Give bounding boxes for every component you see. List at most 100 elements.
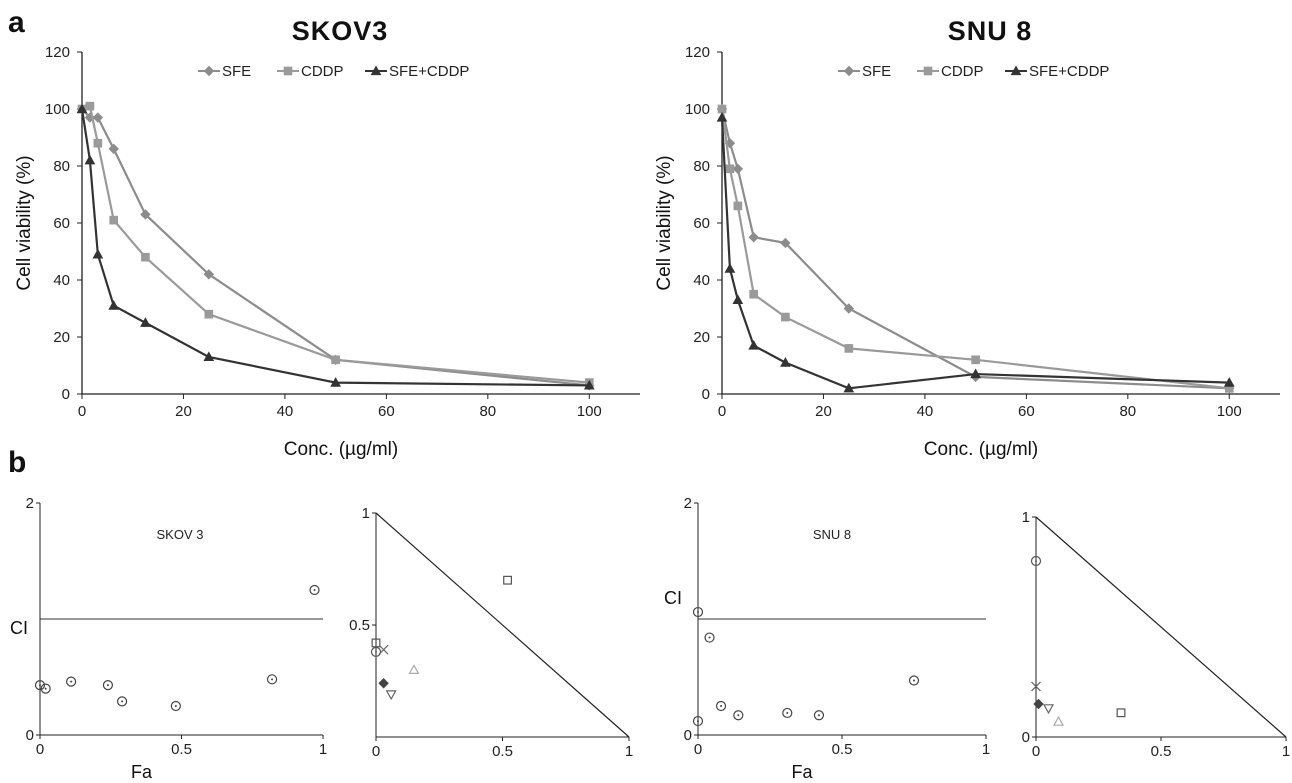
data-point — [34, 680, 46, 691]
data-point — [843, 303, 855, 314]
x-tick-label: 0.5 — [832, 741, 853, 758]
x-axis-label: Conc. (µg/ml) — [284, 439, 398, 460]
chart-title: SNU 8 — [813, 527, 851, 542]
data-point — [971, 355, 980, 365]
data-point — [717, 104, 727, 114]
x-tick-label: 0.5 — [492, 743, 513, 760]
data-point — [204, 309, 214, 319]
data-point — [66, 676, 77, 687]
data-point — [704, 632, 715, 643]
y-tick-label: 0 — [1022, 729, 1030, 746]
x-tick-label: 100 — [577, 403, 602, 420]
x-tick-label: 20 — [815, 403, 832, 420]
y-tick-label: 0 — [26, 727, 34, 744]
x-tick-label: 1 — [625, 743, 633, 760]
x-tick-label: 40 — [277, 403, 294, 420]
legend-entry: SFE+CDDP — [1005, 63, 1109, 80]
chart-title: SNU 8 — [948, 16, 1033, 46]
data-point — [203, 351, 215, 362]
legend-entry: SFE — [838, 63, 891, 80]
data-point — [692, 715, 704, 727]
y-tick-label: 20 — [693, 329, 710, 346]
data-point — [1031, 681, 1041, 692]
data-point — [92, 248, 104, 259]
x-tick-label: 1 — [319, 741, 327, 758]
data-point — [1223, 377, 1235, 387]
y-tick-label: 20 — [53, 329, 70, 346]
y-tick-label: 0 — [62, 386, 70, 403]
data-point — [503, 575, 512, 585]
data-point — [92, 112, 104, 123]
data-point — [102, 680, 114, 691]
x-tick-label: 100 — [1217, 403, 1242, 420]
skov3-isobologram-chart: 0 0.5 1 0.5 1 — [349, 505, 633, 760]
data-point — [385, 690, 397, 701]
data-point — [1116, 708, 1126, 718]
data-point — [1030, 555, 1042, 567]
legend-marker — [1010, 65, 1022, 76]
legend-marker — [283, 66, 293, 76]
data-point-center — [708, 636, 711, 639]
series-line — [81, 108, 590, 387]
x-axis-label: Fa — [131, 762, 153, 782]
y-axis-label: CI — [664, 588, 682, 608]
x-tick-label: 40 — [917, 403, 934, 420]
data-point-center — [313, 589, 316, 591]
y-tick-label: 0 — [702, 386, 710, 403]
data-point — [813, 710, 825, 721]
panel-a-letter: a — [8, 6, 25, 39]
data-point-center — [786, 711, 789, 714]
snu8-isobologram-chart: 0 0.5 1 0 1 — [1022, 509, 1291, 760]
data-point — [170, 700, 181, 712]
x-axis-label: Fa — [791, 762, 813, 782]
data-point — [733, 710, 744, 721]
data-point — [378, 644, 389, 655]
legend-label: SFE — [862, 63, 891, 80]
data-point — [76, 103, 88, 114]
data-point — [583, 379, 595, 390]
y-tick-label: 2 — [684, 495, 692, 512]
series-cddp — [717, 104, 1234, 393]
chart-title: SKOV 3 — [157, 527, 204, 542]
y-tick-label: 120 — [685, 44, 710, 61]
data-point — [371, 638, 381, 648]
x-tick-label: 80 — [1119, 403, 1136, 420]
data-point-center — [106, 684, 109, 687]
data-point — [692, 606, 704, 618]
legend-label: SFE+CDDP — [389, 63, 469, 80]
x-tick-label: 60 — [1018, 403, 1035, 420]
data-point — [40, 683, 51, 694]
x-tick-label: 0 — [36, 741, 44, 758]
x-tick-label: 0 — [78, 403, 86, 420]
data-point-center — [39, 684, 41, 687]
y-tick-label: 40 — [53, 272, 70, 289]
chart-title: SKOV3 — [292, 16, 389, 46]
skov3-viability-chart: 0 20 40 60 80 100 0 20 40 60 80 100 120 SKOV3 Conc. (µ… — [14, 16, 640, 460]
x-tick-label: 0 — [694, 741, 702, 758]
data-point — [733, 201, 743, 211]
y-tick-label: 60 — [693, 215, 710, 232]
series-sfe-cddp — [716, 112, 1235, 393]
data-point — [1042, 704, 1055, 715]
series-line — [720, 108, 1230, 390]
data-point — [108, 143, 119, 155]
x-tick-label: 1 — [982, 741, 990, 758]
data-point-center — [121, 700, 124, 703]
y-tick-label: 100 — [685, 101, 710, 118]
legend-marker — [843, 65, 855, 77]
data-point — [715, 700, 727, 712]
x-tick-label: 1 — [1282, 743, 1290, 760]
data-point — [330, 377, 341, 387]
legend-label: CDDP — [941, 63, 984, 80]
x-axis-label: Conc. (µg/ml) — [924, 439, 1038, 460]
data-point-center — [737, 714, 740, 717]
legend-marker — [203, 65, 215, 77]
data-point — [749, 289, 759, 299]
data-point-center — [697, 720, 699, 723]
x-tick-label: 0.5 — [171, 741, 192, 758]
data-point — [725, 164, 735, 174]
data-point — [782, 707, 793, 719]
y-tick-label: 60 — [53, 215, 70, 232]
legend: SFE CDDP SFE+CDDP — [198, 63, 469, 80]
data-point — [108, 300, 120, 310]
